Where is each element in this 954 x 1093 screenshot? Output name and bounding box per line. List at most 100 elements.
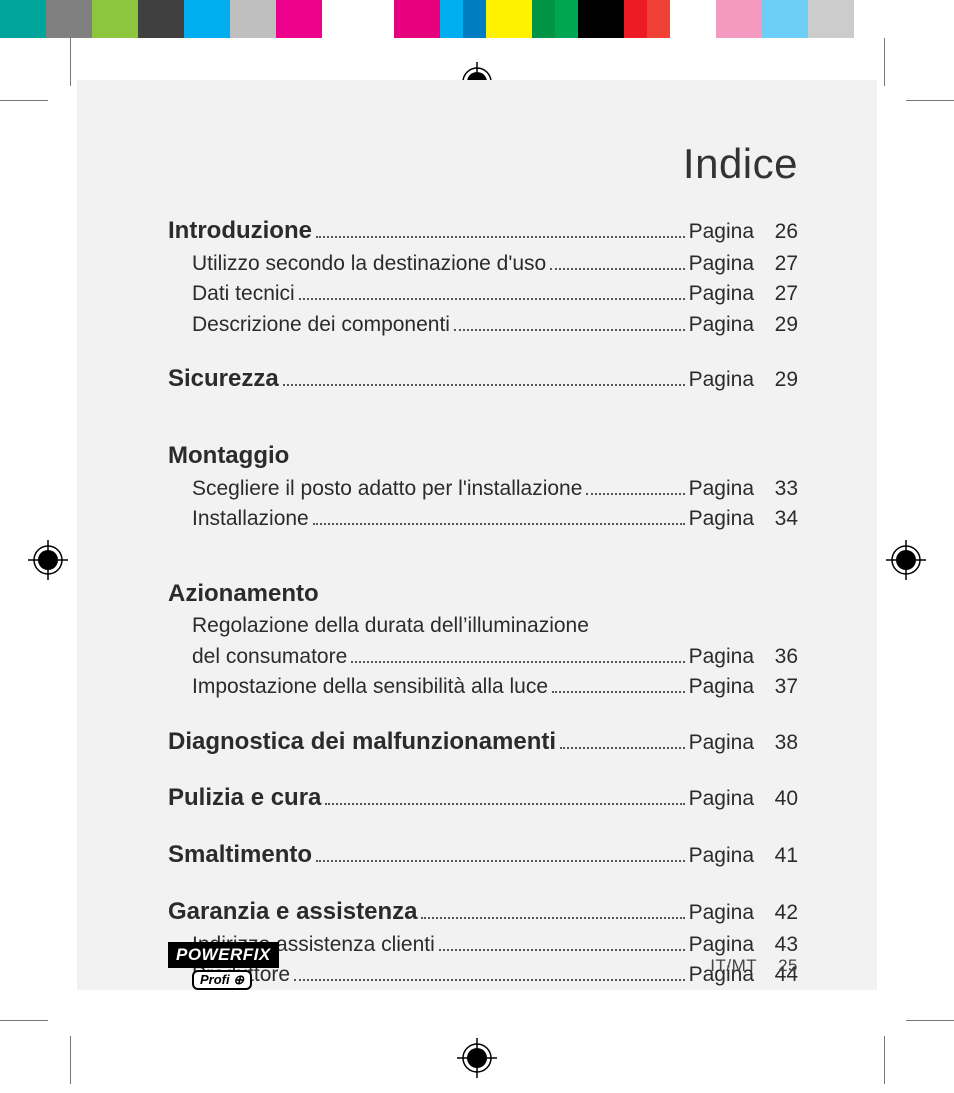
toc-label: Montaggio — [168, 439, 289, 474]
crop-mark — [70, 38, 71, 86]
footer-page-info: IT/MT 25 — [710, 956, 798, 976]
toc-heading: Garanzia e assistenza Pagina 42 — [168, 895, 798, 930]
footer-page-number: 25 — [778, 956, 798, 975]
toc-page-number: 42 — [764, 898, 798, 928]
toc-page-word: Pagina — [689, 279, 754, 309]
toc-page-word: Pagina — [689, 249, 754, 279]
table-of-contents: IntroduzionePagina26Utilizzo secondo la … — [168, 214, 798, 991]
toc-page-word: Pagina — [689, 784, 754, 814]
crop-mark — [0, 1020, 48, 1021]
toc-page-word: Pagina — [689, 504, 754, 534]
toc-label: Introduzione — [168, 214, 312, 249]
crop-mark — [906, 1020, 954, 1021]
toc-subentry: Scegliere il posto adatto per l'installa… — [168, 474, 798, 504]
color-swatch — [322, 0, 368, 38]
toc-heading: SicurezzaPagina29 — [168, 362, 798, 397]
toc-label: Utilizzo secondo la destinazione d'uso — [192, 249, 546, 279]
toc-leader-dots — [560, 747, 685, 749]
toc-page-number: 29 — [764, 365, 798, 395]
toc-leader-dots — [421, 917, 684, 919]
toc-leader-dots — [550, 268, 684, 270]
toc-page-number: 27 — [764, 249, 798, 279]
toc-page-word: Pagina — [689, 310, 754, 340]
toc-label: Descrizione dei componenti — [192, 310, 450, 340]
color-swatch — [647, 0, 670, 38]
toc-page-number: 26 — [764, 217, 798, 247]
crop-mark — [884, 38, 885, 86]
toc-subentry: Descrizione dei componenti Pagina 29 — [168, 310, 798, 340]
crop-mark — [0, 100, 48, 101]
color-swatch — [762, 0, 808, 38]
color-swatch — [368, 0, 394, 38]
toc-page-word: Pagina — [689, 642, 754, 672]
page-title: Indice — [168, 140, 798, 188]
toc-leader-dots — [316, 236, 685, 238]
color-swatch — [138, 0, 184, 38]
toc-page-number: 38 — [764, 728, 798, 758]
crop-mark — [884, 1036, 885, 1084]
toc-subentry: Impostazione della sensibilità alla luce… — [168, 672, 798, 702]
toc-label: Regolazione della durata dell’illuminazi… — [192, 611, 589, 641]
color-swatch — [624, 0, 647, 38]
toc-label: Impostazione della sensibilità alla luce — [192, 672, 548, 702]
toc-leader-dots — [283, 384, 685, 386]
color-swatch — [0, 0, 46, 38]
color-swatch — [486, 0, 532, 38]
color-swatch — [184, 0, 230, 38]
toc-heading: Azionamento — [168, 577, 798, 612]
registration-mark-icon — [28, 540, 68, 580]
toc-heading: Pulizia e cura Pagina 40 — [168, 781, 798, 816]
toc-leader-dots — [586, 493, 684, 495]
toc-leader-dots — [316, 860, 685, 862]
color-swatch — [92, 0, 138, 38]
color-swatch — [808, 0, 854, 38]
toc-leader-dots — [351, 661, 684, 663]
toc-label: Garanzia e assistenza — [168, 895, 417, 930]
printer-color-strip — [0, 0, 954, 38]
toc-page-number: 34 — [764, 504, 798, 534]
toc-leader-dots — [313, 523, 685, 525]
toc-label: Azionamento — [168, 577, 319, 612]
color-swatch — [440, 0, 463, 38]
toc-label: Diagnostica dei malfunzionamenti — [168, 725, 556, 760]
toc-leader-dots — [454, 329, 685, 331]
toc-page-number: 29 — [764, 310, 798, 340]
toc-label: Scegliere il posto adatto per l'installa… — [192, 474, 582, 504]
color-swatch — [532, 0, 555, 38]
page-footer: POWERFIX Profi ⊕ IT/MT 25 — [168, 942, 798, 990]
toc-leader-dots — [325, 803, 684, 805]
toc-page-word: Pagina — [689, 672, 754, 702]
color-swatch — [230, 0, 276, 38]
brand-logo: POWERFIX — [168, 942, 279, 968]
color-swatch — [555, 0, 578, 38]
crop-mark — [70, 1036, 71, 1084]
toc-page-word: Pagina — [689, 841, 754, 871]
toc-page-number: 33 — [764, 474, 798, 504]
toc-page-number: 37 — [764, 672, 798, 702]
toc-page-number: 40 — [764, 784, 798, 814]
toc-subentry: Utilizzo secondo la destinazione d'uso Pa… — [168, 249, 798, 279]
toc-label: Smaltimento — [168, 838, 312, 873]
toc-label: del consumatore — [192, 642, 347, 672]
toc-heading: Diagnostica dei malfunzionamenti Pagina 38 — [168, 725, 798, 760]
color-swatch — [578, 0, 624, 38]
color-swatch — [670, 0, 716, 38]
toc-label: Dati tecnici — [192, 279, 295, 309]
brand-block: POWERFIX Profi ⊕ — [168, 942, 279, 990]
brand-subtitle: Profi ⊕ — [192, 970, 252, 990]
toc-subentry: Regolazione della durata dell’illuminazi… — [168, 611, 798, 641]
color-swatch — [716, 0, 762, 38]
toc-subentry: Dati tecnici Pagina 27 — [168, 279, 798, 309]
toc-label: Installazione — [192, 504, 309, 534]
color-swatch — [46, 0, 92, 38]
toc-page-word: Pagina — [689, 728, 754, 758]
crop-mark — [906, 100, 954, 101]
toc-page-word: Pagina — [689, 898, 754, 928]
toc-page-number: 27 — [764, 279, 798, 309]
toc-leader-dots — [299, 298, 685, 300]
color-swatch — [276, 0, 322, 38]
toc-subentry: del consumatorePagina36 — [168, 642, 798, 672]
toc-leader-dots — [552, 691, 685, 693]
toc-label: Pulizia e cura — [168, 781, 321, 816]
toc-heading: IntroduzionePagina26 — [168, 214, 798, 249]
